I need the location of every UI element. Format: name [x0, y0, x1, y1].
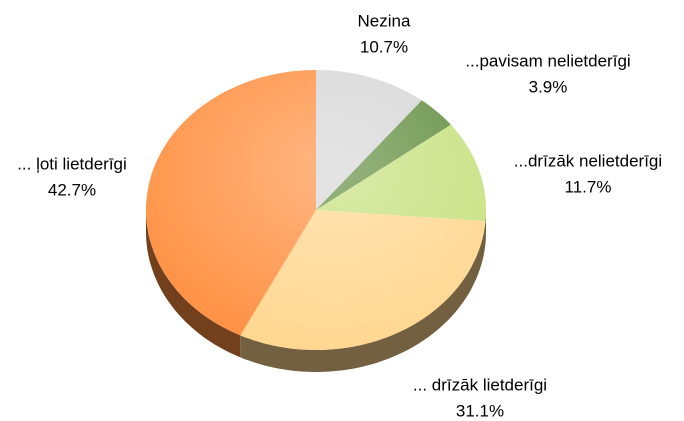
- slice-value-label: 10.7%: [360, 37, 408, 56]
- slice-label: Nezina: [358, 11, 411, 30]
- slice-value-label: 31.1%: [456, 401, 504, 420]
- slice-value-label: 3.9%: [529, 77, 568, 96]
- slice-value-label: 42.7%: [48, 180, 96, 199]
- slice-value-label: 11.7%: [565, 177, 612, 196]
- slice-label: ...drīzāk nelietderīgi: [514, 151, 662, 170]
- slice-label: ... drīzāk lietderīgi: [413, 375, 547, 394]
- slice-label: ... ļoti lietderīgi: [17, 154, 127, 173]
- slice-label: ...pavisam nelietderīgi: [465, 51, 630, 70]
